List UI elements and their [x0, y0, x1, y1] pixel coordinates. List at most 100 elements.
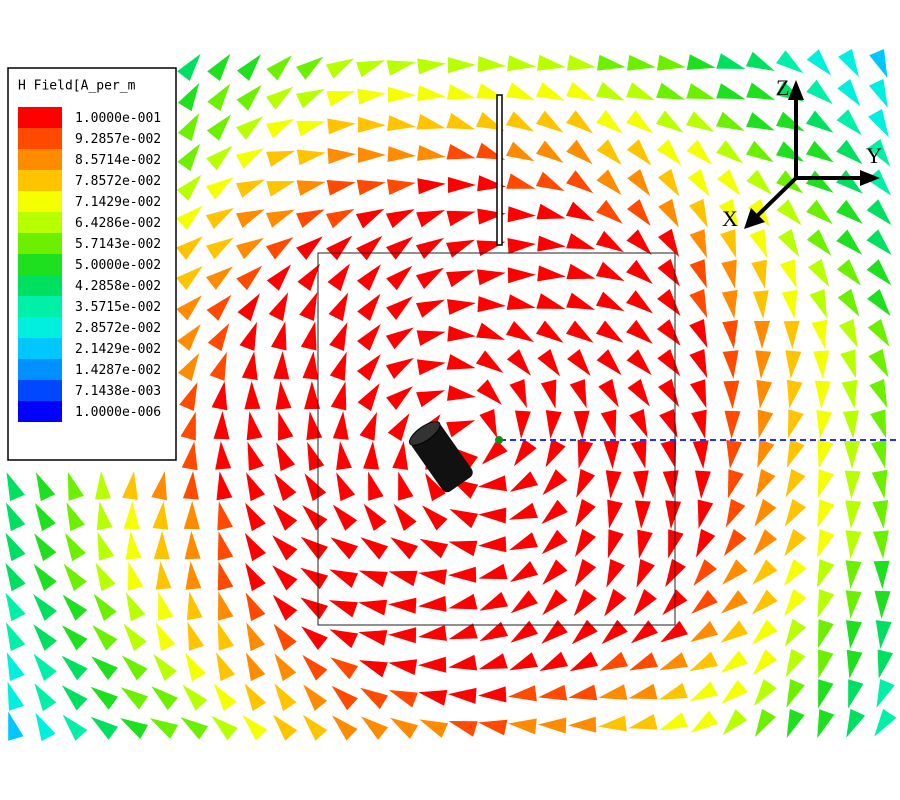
field-arrow	[244, 381, 261, 410]
field-arrow	[786, 439, 805, 468]
field-arrow	[446, 144, 476, 160]
field-arrow	[481, 439, 508, 465]
field-arrow	[509, 561, 539, 583]
field-arrow	[447, 299, 476, 315]
field-arrow	[754, 321, 770, 349]
field-arrow	[296, 56, 324, 80]
field-arrow	[63, 563, 87, 591]
legend-label: 4.2858e-002	[75, 279, 161, 294]
field-arrow	[179, 382, 198, 411]
field-arrow	[274, 683, 297, 712]
field-arrow	[184, 531, 201, 560]
field-arrow	[725, 498, 746, 528]
field-arrow	[836, 259, 861, 286]
field-arrow	[303, 684, 328, 711]
field-arrow	[476, 379, 502, 405]
field-arrow	[273, 351, 290, 380]
field-arrow	[818, 679, 834, 709]
field-arrow	[816, 409, 833, 439]
legend-swatch	[18, 107, 62, 128]
field-arrow	[596, 349, 622, 376]
field-arrow	[507, 267, 536, 284]
field-arrow	[122, 471, 138, 500]
field-arrow	[206, 266, 233, 290]
legend-swatch	[18, 296, 62, 317]
field-arrow	[745, 140, 774, 163]
field-arrow	[385, 209, 415, 229]
field-arrow	[177, 324, 201, 351]
field-arrow	[841, 379, 858, 409]
field-arrow	[752, 649, 778, 676]
field-arrow	[449, 509, 479, 529]
field-arrow	[746, 169, 773, 195]
field-arrow	[817, 439, 834, 469]
field-arrow	[751, 259, 767, 289]
field-arrow	[846, 649, 863, 679]
field-arrow	[846, 620, 862, 649]
field-arrow	[176, 205, 203, 231]
field-arrow	[418, 595, 447, 612]
field-arrow	[6, 652, 25, 681]
field-arrow	[393, 503, 417, 531]
field-arrow	[690, 379, 707, 409]
field-arrow	[477, 56, 506, 72]
field-arrow	[301, 626, 328, 650]
field-arrow	[332, 504, 358, 531]
field-arrow	[753, 529, 778, 556]
field-arrow	[388, 627, 417, 644]
field-arrow	[657, 349, 681, 377]
field-arrow	[566, 292, 596, 310]
field-arrow	[447, 325, 476, 342]
field-arrow	[784, 528, 807, 557]
field-arrow	[721, 289, 738, 319]
field-arrow	[656, 82, 686, 100]
field-arrow	[874, 590, 891, 619]
field-arrow	[446, 84, 476, 100]
legend-label: 1.0000e-006	[75, 405, 161, 420]
field-arrow	[272, 594, 298, 621]
field-arrow	[509, 532, 538, 551]
field-arrow	[836, 170, 863, 194]
field-arrow	[417, 145, 446, 161]
field-arrow	[358, 147, 386, 163]
field-arrow	[806, 199, 833, 225]
field-arrow	[659, 652, 688, 671]
field-arrow	[332, 715, 358, 741]
field-arrow	[176, 174, 202, 201]
field-arrow	[837, 288, 860, 317]
field-arrow	[358, 630, 388, 646]
field-arrow	[218, 591, 234, 621]
field-arrow	[185, 561, 202, 590]
field-arrow	[723, 380, 740, 409]
field-arrow	[568, 716, 597, 733]
field-arrow	[448, 721, 478, 737]
field-arrow	[358, 570, 388, 588]
field-arrow	[126, 592, 146, 622]
field-arrow	[694, 470, 711, 499]
field-arrow	[775, 141, 805, 162]
field-arrow	[95, 471, 111, 500]
field-arrow	[120, 687, 149, 710]
field-arrow	[752, 619, 778, 645]
legend-swatch	[18, 254, 62, 275]
field-arrow	[33, 624, 57, 651]
field-arrow	[245, 562, 266, 592]
field-arrow	[691, 409, 707, 439]
field-arrow	[807, 258, 830, 287]
field-arrow	[846, 708, 866, 738]
legend-label: 6.4286e-002	[75, 216, 161, 231]
field-arrow	[158, 591, 174, 621]
field-arrow	[236, 179, 265, 198]
field-arrow	[509, 652, 538, 671]
field-arrow	[177, 113, 200, 142]
field-arrow	[655, 110, 684, 133]
field-arrow	[386, 236, 414, 260]
field-arrow	[535, 171, 565, 192]
field-arrow	[626, 290, 654, 314]
field-arrow	[206, 145, 233, 171]
field-arrow	[693, 559, 717, 586]
field-arrow	[567, 349, 591, 376]
legend-label: 1.0000e-001	[75, 111, 161, 126]
field-arrow	[539, 651, 569, 672]
field-arrow	[872, 530, 889, 559]
